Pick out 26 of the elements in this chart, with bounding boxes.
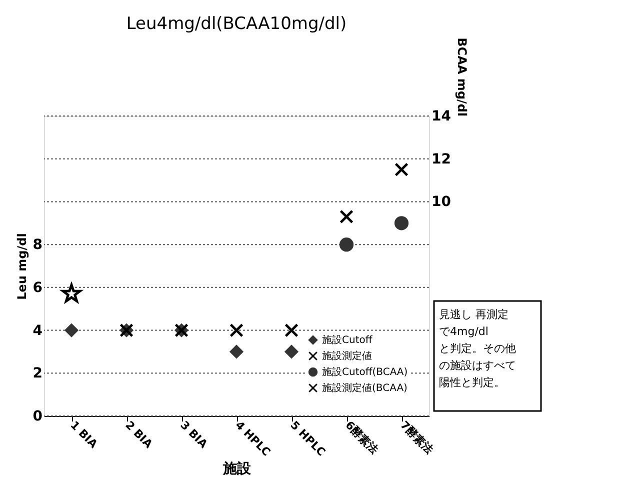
x-tick-label: 7酵素法 (398, 418, 436, 456)
point (394, 162, 408, 177)
y-axis-title: Leu mg/dl (14, 233, 29, 300)
point (394, 216, 409, 230)
legend-label: 施設Cutoff(BCAA) (322, 366, 408, 378)
y2-tick-label: 14 (432, 108, 452, 124)
y-tick-label: 4 (32, 322, 43, 339)
legend-label: 施設Cutoff (322, 334, 374, 346)
y2-tick-label: 12 (432, 151, 451, 168)
point (64, 323, 79, 338)
y-tick-label: 0 (32, 408, 43, 424)
legend-label: 施設測定値(BCAA) (322, 382, 408, 394)
point (284, 344, 299, 359)
point (339, 238, 354, 252)
x-tick-label: 6酵素法 (342, 418, 381, 456)
point (229, 344, 244, 359)
chart-title: Leu4mg/dl(BCAA10mg/dl) (126, 14, 347, 34)
y-tick-label: 2 (32, 366, 42, 382)
y2-axis-title: BCAA mg/dl (454, 38, 469, 116)
y2-tick-label: 10 (432, 194, 452, 210)
y-tick-label: 8 (32, 237, 42, 254)
y-tick-label: 6 (32, 280, 42, 296)
x-axis-title: 施設 (222, 461, 252, 478)
text: 見逃し 再測定で4mg/dlと判定。その他の施設はすべて陽性と判定。 (439, 308, 516, 389)
legend-label: 施設測定値 (322, 350, 372, 362)
point (340, 210, 354, 224)
